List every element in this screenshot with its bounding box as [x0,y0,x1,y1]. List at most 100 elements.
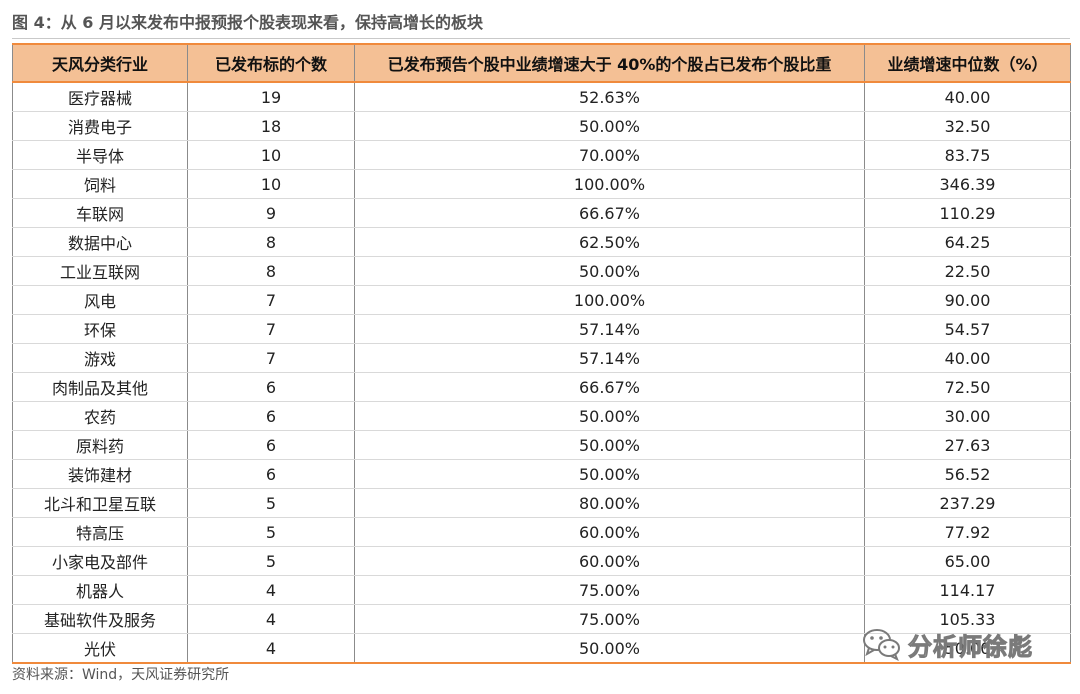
table-row: 消费电子 18 50.00% 32.50 [12,111,1071,141]
cell-count: 4 [187,575,355,605]
cell-industry: 环保 [12,314,188,344]
cell-industry: 医疗器械 [12,82,188,112]
cell-industry: 光伏 [12,633,188,664]
cell-industry: 工业互联网 [12,256,188,286]
cell-median-growth: 56.52 [864,459,1071,489]
cell-ratio: 50.00% [354,430,865,460]
cell-ratio: 50.00% [354,111,865,141]
cell-median-growth: 54.57 [864,314,1071,344]
cell-count: 5 [187,517,355,547]
cell-median-growth: 27.63 [864,430,1071,460]
cell-industry: 北斗和卫星互联 [12,488,188,518]
table-row: 工业互联网 8 50.00% 22.50 [12,256,1071,286]
cell-count: 4 [187,633,355,664]
table-row: 装饰建材 6 50.00% 56.52 [12,459,1071,489]
table-row: 农药 6 50.00% 30.00 [12,401,1071,431]
header-count: 已发布标的个数 [187,43,355,83]
cell-ratio: 50.00% [354,401,865,431]
table-row: 小家电及部件 5 60.00% 65.00 [12,546,1071,576]
cell-industry: 数据中心 [12,227,188,257]
table-row: 环保 7 57.14% 54.57 [12,314,1071,344]
cell-median-growth: 50.00 [864,633,1071,664]
cell-ratio: 100.00% [354,285,865,315]
cell-count: 10 [187,169,355,199]
cell-median-growth: 40.00 [864,82,1071,112]
cell-industry: 消费电子 [12,111,188,141]
cell-median-growth: 64.25 [864,227,1071,257]
cell-median-growth: 32.50 [864,111,1071,141]
header-median-growth: 业绩增速中位数（%） [864,43,1071,83]
cell-ratio: 50.00% [354,633,865,664]
table-row: 基础软件及服务 4 75.00% 105.33 [12,604,1071,634]
header-row: 天风分类行业 已发布标的个数 已发布预告个股中业绩增速大于 40%的个股占已发布… [12,43,1071,83]
cell-ratio: 66.67% [354,372,865,402]
cell-ratio: 60.00% [354,546,865,576]
cell-count: 6 [187,430,355,460]
wechat-icon [862,627,902,661]
cell-industry: 饲料 [12,169,188,199]
cell-industry: 小家电及部件 [12,546,188,576]
cell-count: 18 [187,111,355,141]
cell-ratio: 50.00% [354,256,865,286]
cell-ratio: 57.14% [354,314,865,344]
cell-count: 4 [187,604,355,634]
cell-median-growth: 90.00 [864,285,1071,315]
watermark-text: 分析师徐彪 [908,632,1033,661]
cell-count: 5 [187,546,355,576]
cell-count: 7 [187,343,355,373]
table-row: 北斗和卫星互联 5 80.00% 237.29 [12,488,1071,518]
table-row: 饲料 10 100.00% 346.39 [12,169,1071,199]
table-row: 特高压 5 60.00% 77.92 [12,517,1071,547]
cell-ratio: 66.67% [354,198,865,228]
table-row: 半导体 10 70.00% 83.75 [12,140,1071,170]
cell-count: 10 [187,140,355,170]
cell-industry: 肉制品及其他 [12,372,188,402]
cell-industry: 机器人 [12,575,188,605]
cell-count: 6 [187,372,355,402]
cell-median-growth: 346.39 [864,169,1071,199]
cell-count: 8 [187,256,355,286]
cell-industry: 基础软件及服务 [12,604,188,634]
cell-count: 5 [187,488,355,518]
source-note: 资料来源：Wind，天风证券研究所 [12,667,230,683]
table-body: 医疗器械 19 52.63% 40.00 消费电子 18 50.00% 32.50 半导体 10 7… [12,82,1071,664]
cell-ratio: 70.00% [354,140,865,170]
cell-median-growth: 105.33 [864,604,1071,634]
cell-ratio: 75.00% [354,575,865,605]
cell-median-growth: 83.75 [864,140,1071,170]
cell-median-growth: 72.50 [864,372,1071,402]
cell-median-growth: 65.00 [864,546,1071,576]
table-row: 机器人 4 75.00% 114.17 [12,575,1071,605]
cell-industry: 游戏 [12,343,188,373]
cell-count: 6 [187,401,355,431]
cell-count: 7 [187,314,355,344]
cell-ratio: 52.63% [354,82,865,112]
cell-median-growth: 77.92 [864,517,1071,547]
cell-count: 19 [187,82,355,112]
cell-median-growth: 114.17 [864,575,1071,605]
cell-industry: 特高压 [12,517,188,547]
cell-ratio: 80.00% [354,488,865,518]
cell-median-growth: 22.50 [864,256,1071,286]
data-table: 天风分类行业 已发布标的个数 已发布预告个股中业绩增速大于 40%的个股占已发布… [12,43,1071,664]
cell-ratio: 100.00% [354,169,865,199]
cell-ratio: 60.00% [354,517,865,547]
table-row: 医疗器械 19 52.63% 40.00 [12,82,1071,112]
table-row: 风电 7 100.00% 90.00 [12,285,1071,315]
cell-ratio: 57.14% [354,343,865,373]
cell-count: 7 [187,285,355,315]
cell-count: 6 [187,459,355,489]
cell-median-growth: 237.29 [864,488,1071,518]
cell-ratio: 62.50% [354,227,865,257]
table-row: 肉制品及其他 6 66.67% 72.50 [12,372,1071,402]
table-row: 数据中心 8 62.50% 64.25 [12,227,1071,257]
cell-industry: 车联网 [12,198,188,228]
cell-count: 8 [187,227,355,257]
cell-industry: 风电 [12,285,188,315]
title-divider [12,38,1070,39]
figure-title: 图 4：从 6 月以来发布中报预报个股表现来看，保持高增长的板块 [12,13,483,32]
table-row: 原料药 6 50.00% 27.63 [12,430,1071,460]
header-ratio: 已发布预告个股中业绩增速大于 40%的个股占已发布个股比重 [354,43,865,83]
cell-ratio: 50.00% [354,459,865,489]
cell-median-growth: 110.29 [864,198,1071,228]
